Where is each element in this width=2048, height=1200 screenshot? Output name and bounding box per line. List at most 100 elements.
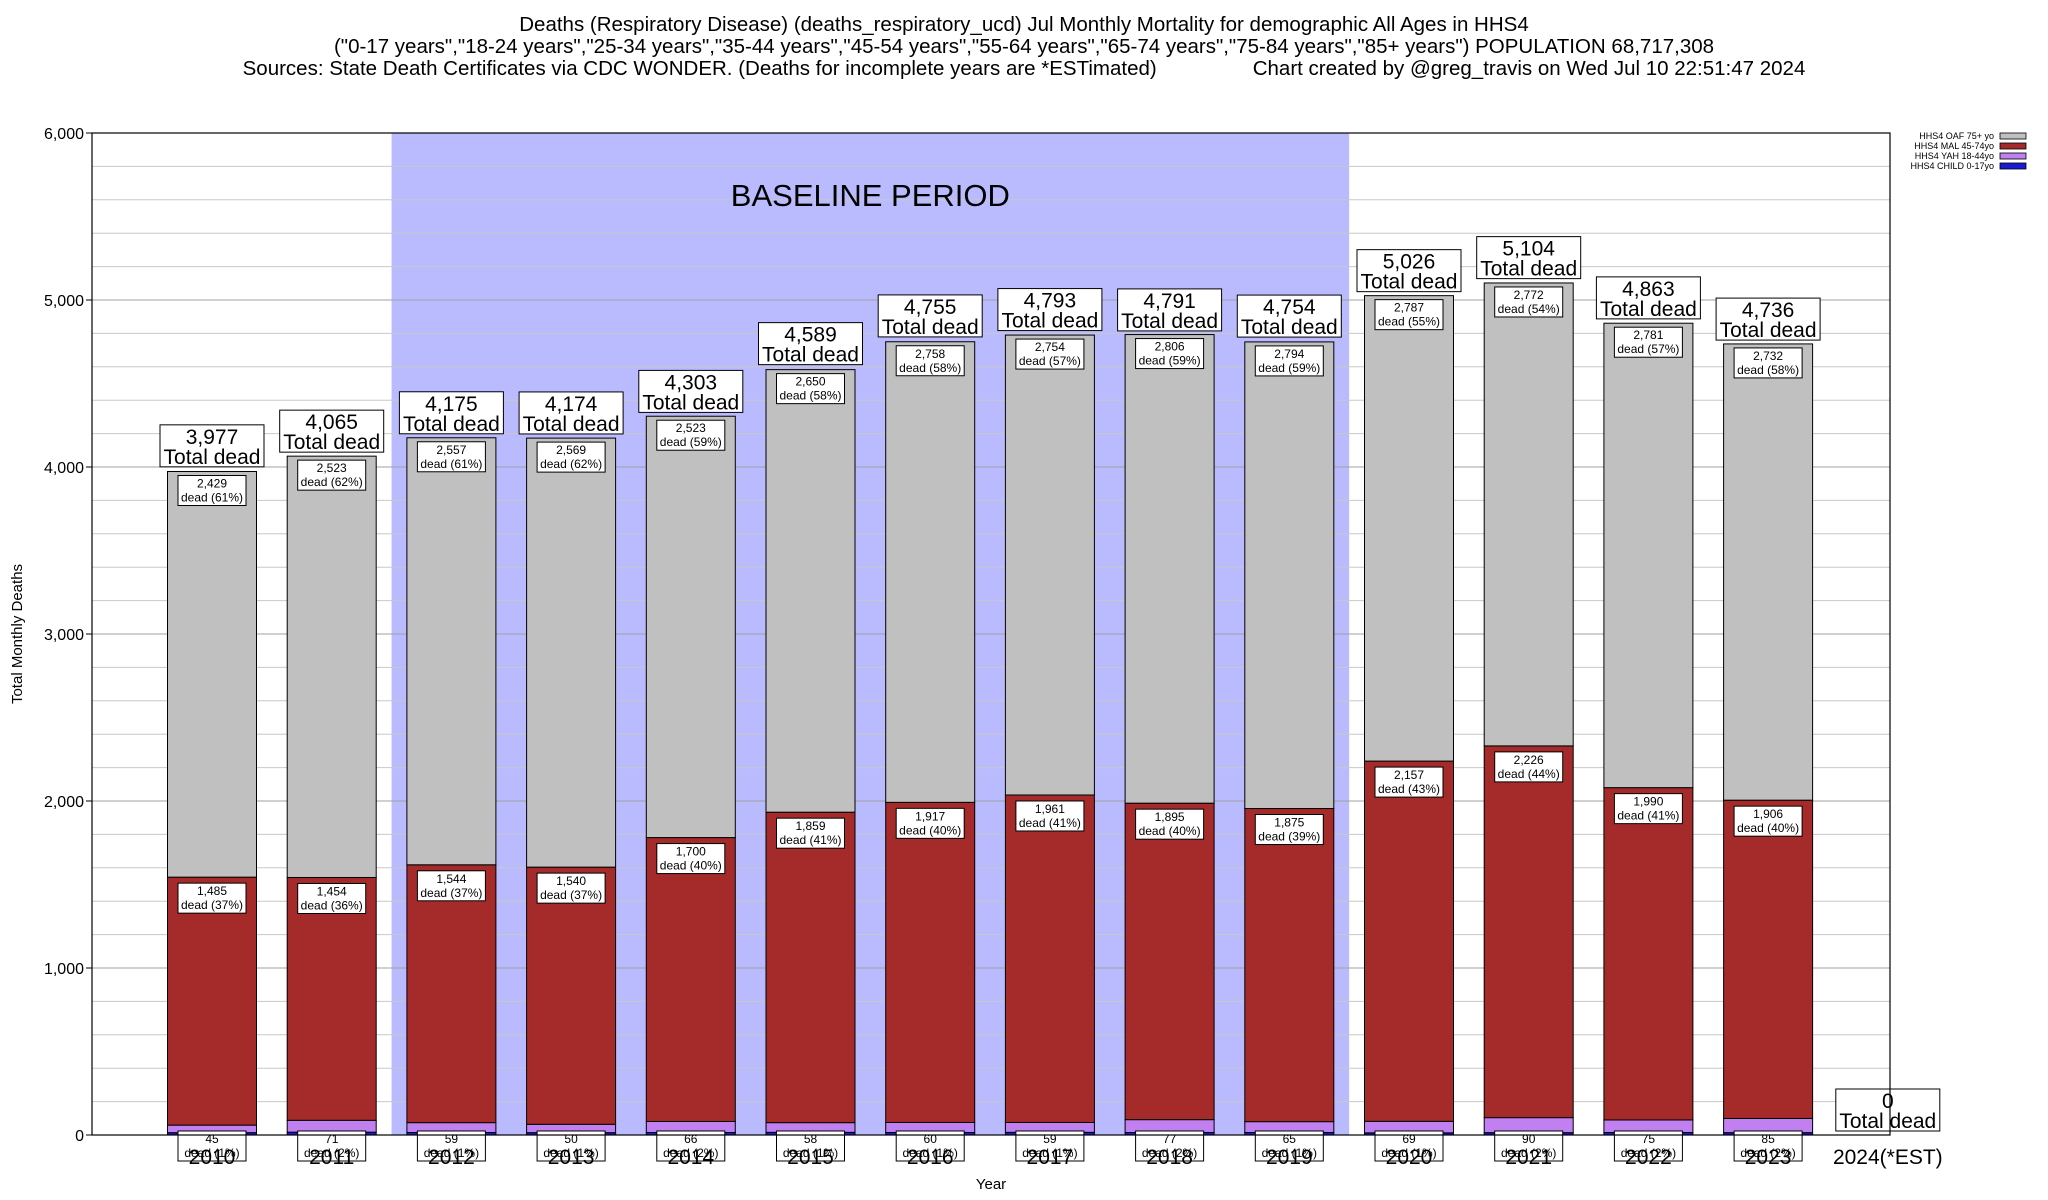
total-label-box xyxy=(1356,249,1462,293)
total-label-value: 4,736 xyxy=(1742,299,1795,322)
bar-segment-oaf xyxy=(645,415,736,839)
oaf-label-value: 2,429 xyxy=(197,477,227,491)
mal-label-pct: dead (44%) xyxy=(1498,767,1560,781)
bar-segment-oaf xyxy=(406,437,497,866)
total-label-suffix: Total dead xyxy=(1480,258,1577,281)
oaf-label-pct: dead (54%) xyxy=(1498,302,1560,316)
y-tick-label: 0 xyxy=(75,1128,84,1145)
total-label-value: 4,303 xyxy=(665,371,718,394)
bar-segment-oaf xyxy=(1004,334,1095,796)
oaf-label-box xyxy=(1135,338,1205,370)
yah-label-box xyxy=(1494,1130,1564,1162)
bar-segment-mal xyxy=(885,801,976,1123)
oaf-label-box xyxy=(1015,338,1085,370)
mal-label-box xyxy=(656,843,726,875)
mal-label-box xyxy=(1733,805,1803,837)
oaf-label-pct: dead (58%) xyxy=(1737,363,1799,377)
legend-label: HHS4 CHILD 0-17yo xyxy=(1910,161,1994,171)
yah-label-value: 58 xyxy=(804,1132,818,1146)
y-tick-label: 2,000 xyxy=(44,794,84,811)
total-label-suffix: Total dead xyxy=(403,413,500,436)
y-tick-label: 6,000 xyxy=(44,126,84,143)
yah-label-box xyxy=(656,1130,726,1162)
yah-label-value: 59 xyxy=(1043,1132,1057,1146)
yah-label-value: 85 xyxy=(1761,1132,1775,1146)
total-label-suffix: Total dead xyxy=(1600,298,1697,321)
legend-label: HHS4 YAH 18-44yo xyxy=(1915,151,1994,161)
chart-title-line-2: ("0-17 years","18-24 years","25-34 years… xyxy=(333,35,1715,58)
total-label-value: 4,174 xyxy=(545,393,598,416)
x-tick-label: 2010 xyxy=(189,1146,236,1169)
oaf-label-value: 2,781 xyxy=(1633,328,1663,342)
total-label-suffix: Total dead xyxy=(762,344,859,367)
oaf-label-pct: dead (57%) xyxy=(1617,342,1679,356)
bar-segment-mal xyxy=(1723,799,1814,1119)
mal-label-pct: dead (41%) xyxy=(1617,809,1679,823)
oaf-label-pct: dead (59%) xyxy=(1139,354,1201,368)
mal-label-box xyxy=(297,882,367,914)
total-label-box xyxy=(1715,297,1821,341)
bar-segment-mal xyxy=(645,837,736,1122)
legend-label: HHS4 OAF 75+ yo xyxy=(1919,131,1994,141)
mal-label-value: 1,961 xyxy=(1035,802,1065,816)
mal-label-pct: dead (40%) xyxy=(899,823,961,837)
bar-segment-mal xyxy=(1603,787,1694,1121)
mal-label-value: 1,540 xyxy=(556,874,586,888)
total-label-value: 4,791 xyxy=(1143,290,1196,313)
yah-label-box xyxy=(1015,1130,1085,1162)
oaf-label-value: 2,650 xyxy=(795,375,825,389)
bar-segment-mal xyxy=(1364,760,1454,1122)
oaf-label-value: 2,758 xyxy=(915,347,945,361)
total-label-box xyxy=(877,294,983,338)
yah-label-value: 77 xyxy=(1163,1132,1177,1146)
x-tick-label: 2019 xyxy=(1266,1146,1313,1169)
yah-label-pct: dead (2%) xyxy=(304,1146,359,1160)
oaf-label-box xyxy=(895,345,965,377)
yah-label-value: 71 xyxy=(325,1132,339,1146)
yah-label-pct: dead (2%) xyxy=(663,1146,718,1160)
baseline-period-label: BASELINE PERIOD xyxy=(731,178,1010,213)
oaf-label-pct: dead (55%) xyxy=(1378,315,1440,329)
total-label-value: 5,026 xyxy=(1383,251,1436,274)
mal-label-box xyxy=(416,870,486,902)
mal-label-pct: dead (41%) xyxy=(1019,816,1081,830)
total-label-box xyxy=(1236,294,1342,338)
y-tick-label: 4,000 xyxy=(44,460,84,477)
mal-label-box xyxy=(1254,814,1324,846)
total-label-suffix: Total dead xyxy=(1121,310,1218,333)
mal-label-value: 1,454 xyxy=(317,884,347,898)
total-label-suffix: Total dead xyxy=(283,431,380,454)
oaf-label-box xyxy=(177,475,247,507)
mal-label-pct: dead (39%) xyxy=(1258,830,1320,844)
bar-segment-oaf xyxy=(1483,282,1574,747)
total-label-suffix: Total dead xyxy=(642,391,739,414)
bar-segment-oaf xyxy=(167,471,257,878)
legend-swatch-oaf xyxy=(1999,132,2027,140)
yah-label-pct: dead (1%) xyxy=(783,1146,838,1160)
yah-label-box xyxy=(177,1130,247,1162)
yah-label-box xyxy=(536,1130,606,1162)
yah-label-value: 90 xyxy=(1522,1132,1536,1146)
yah-label-value: 45 xyxy=(205,1132,219,1146)
x-tick-label: 2015 xyxy=(787,1146,834,1169)
bar-segment-mal xyxy=(286,876,377,1121)
x-tick-label: 2022 xyxy=(1625,1146,1672,1169)
oaf-label-box xyxy=(1733,347,1803,379)
total-label-value: 4,755 xyxy=(904,296,957,319)
total-label-suffix: Total dead xyxy=(1361,271,1458,294)
x-tick-label: 2023 xyxy=(1745,1146,1792,1169)
total-label-box xyxy=(758,322,863,366)
mal-label-pct: dead (43%) xyxy=(1378,782,1440,796)
mal-label-pct: dead (40%) xyxy=(1139,824,1201,838)
bar-segment-mal xyxy=(765,811,856,1124)
total-label-value: 4,793 xyxy=(1024,290,1077,313)
mal-label-value: 1,906 xyxy=(1753,807,1783,821)
mal-label-box xyxy=(1613,793,1683,825)
yah-label-pct: dead (1%) xyxy=(543,1146,598,1160)
x-tick-label: 2012 xyxy=(428,1146,475,1169)
yah-label-pct: dead (1%) xyxy=(184,1146,239,1160)
oaf-label-pct: dead (58%) xyxy=(779,389,841,403)
mal-label-value: 1,700 xyxy=(676,845,706,859)
